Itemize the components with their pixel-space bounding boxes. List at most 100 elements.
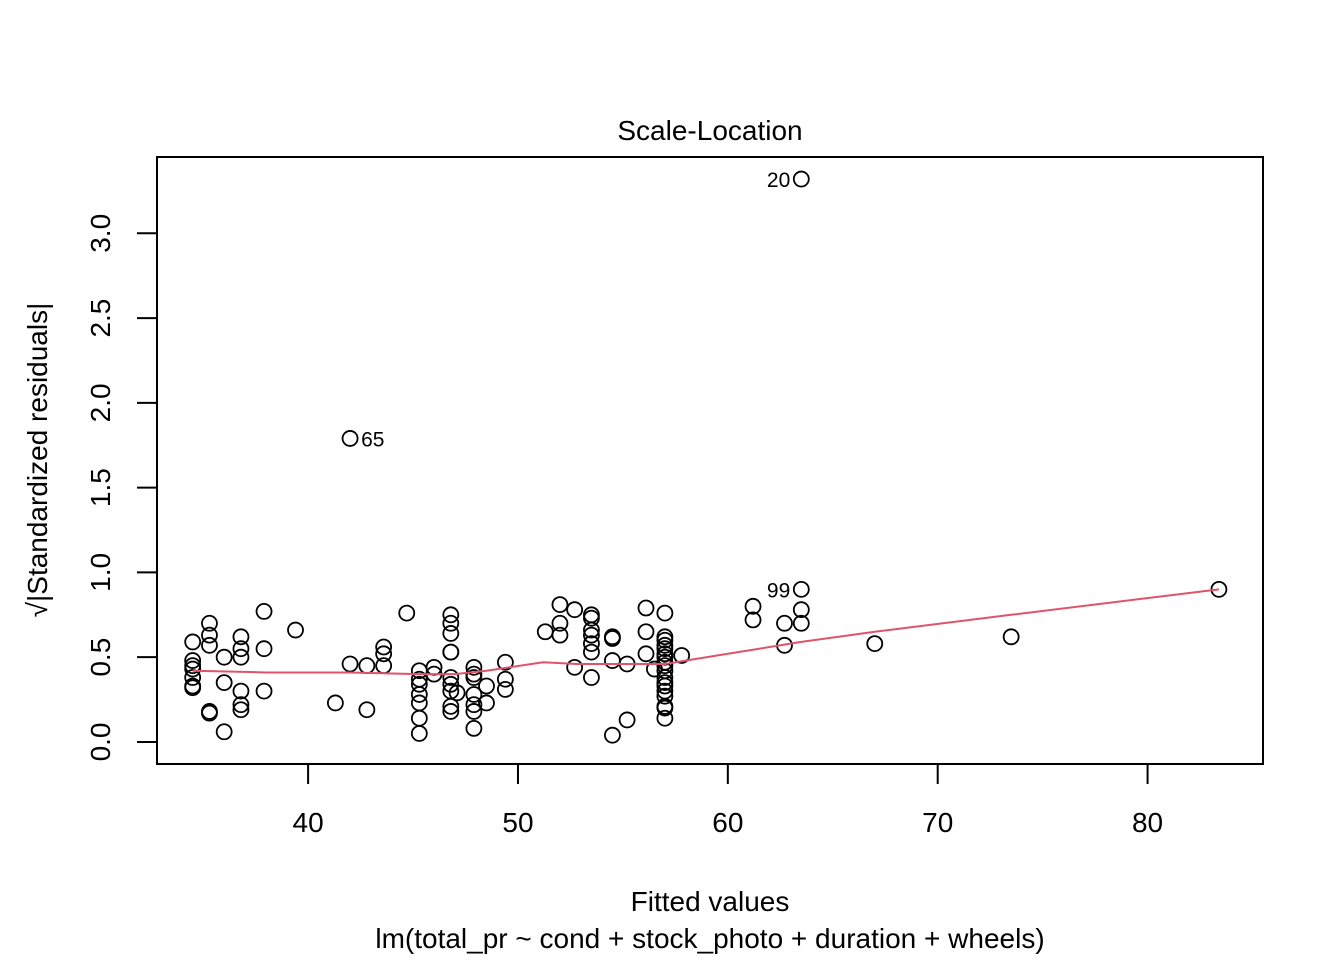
y-tick-label: 3.0 [85, 214, 116, 253]
data-point [618, 711, 636, 729]
x-axis-label: Fitted values [631, 886, 790, 917]
data-point [442, 703, 460, 720]
data-point [358, 701, 376, 719]
data-point [637, 599, 655, 617]
data-point [465, 686, 483, 703]
data-point [566, 658, 584, 676]
data-point [442, 614, 460, 632]
data-point [656, 657, 674, 675]
data-point [232, 682, 250, 700]
y-tick-label: 1.5 [85, 468, 116, 507]
data-point [341, 430, 359, 447]
x-tick-label: 60 [712, 807, 743, 838]
data-point [184, 660, 202, 678]
annotations-layer: 20 65 99 [361, 169, 790, 602]
data-point [637, 623, 655, 641]
data-point [583, 626, 600, 644]
data-point [215, 648, 233, 666]
data-point [496, 680, 514, 698]
chart-subtitle: lm(total_pr ~ cond + stock_photo + durat… [375, 923, 1044, 954]
data-point [465, 703, 483, 720]
data-point [410, 694, 428, 712]
data-point [184, 652, 202, 669]
data-point [866, 635, 884, 653]
data-point [583, 606, 600, 624]
data-point [496, 670, 514, 688]
data-point [410, 686, 428, 703]
data-point [375, 638, 393, 656]
data-point [232, 640, 250, 658]
data-point [551, 596, 569, 614]
data-point [792, 614, 810, 632]
data-point [744, 597, 762, 615]
data-point [232, 648, 250, 666]
x-tick-label: 50 [502, 807, 533, 838]
data-point [465, 669, 483, 686]
data-point [551, 626, 569, 644]
point-annotation: 99 [767, 579, 790, 602]
data-point [744, 611, 762, 629]
data-point [201, 626, 218, 644]
points-layer [184, 170, 1228, 744]
y-tick-label: 2.5 [85, 299, 116, 338]
data-point [255, 640, 273, 658]
data-point [656, 709, 674, 727]
data-point [255, 682, 273, 700]
data-point [604, 652, 621, 669]
data-point [656, 631, 674, 649]
data-point [566, 601, 584, 619]
data-point [442, 606, 460, 624]
data-point [442, 669, 460, 686]
data-point [201, 704, 218, 722]
data-point [465, 719, 483, 737]
data-point [583, 621, 600, 639]
data-point [536, 623, 554, 641]
y-axis: 0.0 0.5 1.0 1.5 2.0 2.5 3.0 [85, 214, 158, 761]
data-point [398, 604, 416, 622]
data-point [792, 170, 810, 188]
smoother-layer [192, 588, 1220, 676]
y-tick-label: 0.0 [85, 722, 116, 761]
data-point [792, 580, 810, 598]
data-point [583, 635, 600, 653]
data-point [637, 645, 655, 663]
data-point [1002, 628, 1020, 646]
data-point [656, 640, 674, 658]
data-point [215, 674, 233, 692]
data-point [656, 677, 674, 695]
point-annotation: 20 [767, 169, 790, 192]
data-point [478, 677, 495, 695]
data-point [604, 630, 621, 647]
data-point [673, 647, 691, 664]
data-point [410, 675, 428, 693]
data-point [656, 699, 674, 717]
data-point [184, 633, 202, 651]
data-point [465, 658, 483, 676]
data-point [583, 609, 600, 627]
data-point [551, 614, 569, 632]
data-point [255, 603, 273, 620]
smoother-line [192, 588, 1220, 676]
data-point [442, 697, 460, 715]
chart-title: Scale-Location [617, 115, 802, 146]
data-point [442, 643, 460, 661]
data-point [184, 669, 202, 686]
data-point [656, 669, 674, 686]
data-point [776, 614, 793, 632]
data-point [358, 657, 376, 675]
y-tick-label: 1.0 [85, 553, 116, 592]
data-point [232, 696, 250, 714]
data-point [583, 643, 600, 661]
data-point [326, 694, 344, 712]
x-tick-label: 70 [922, 807, 953, 838]
data-point [341, 655, 359, 673]
data-point [232, 628, 250, 646]
data-point [201, 636, 218, 654]
data-point [184, 679, 202, 697]
data-point [375, 645, 393, 663]
data-point [496, 653, 514, 671]
data-point [656, 687, 674, 705]
data-point [442, 675, 460, 693]
data-point [215, 723, 233, 741]
data-point [478, 694, 495, 712]
